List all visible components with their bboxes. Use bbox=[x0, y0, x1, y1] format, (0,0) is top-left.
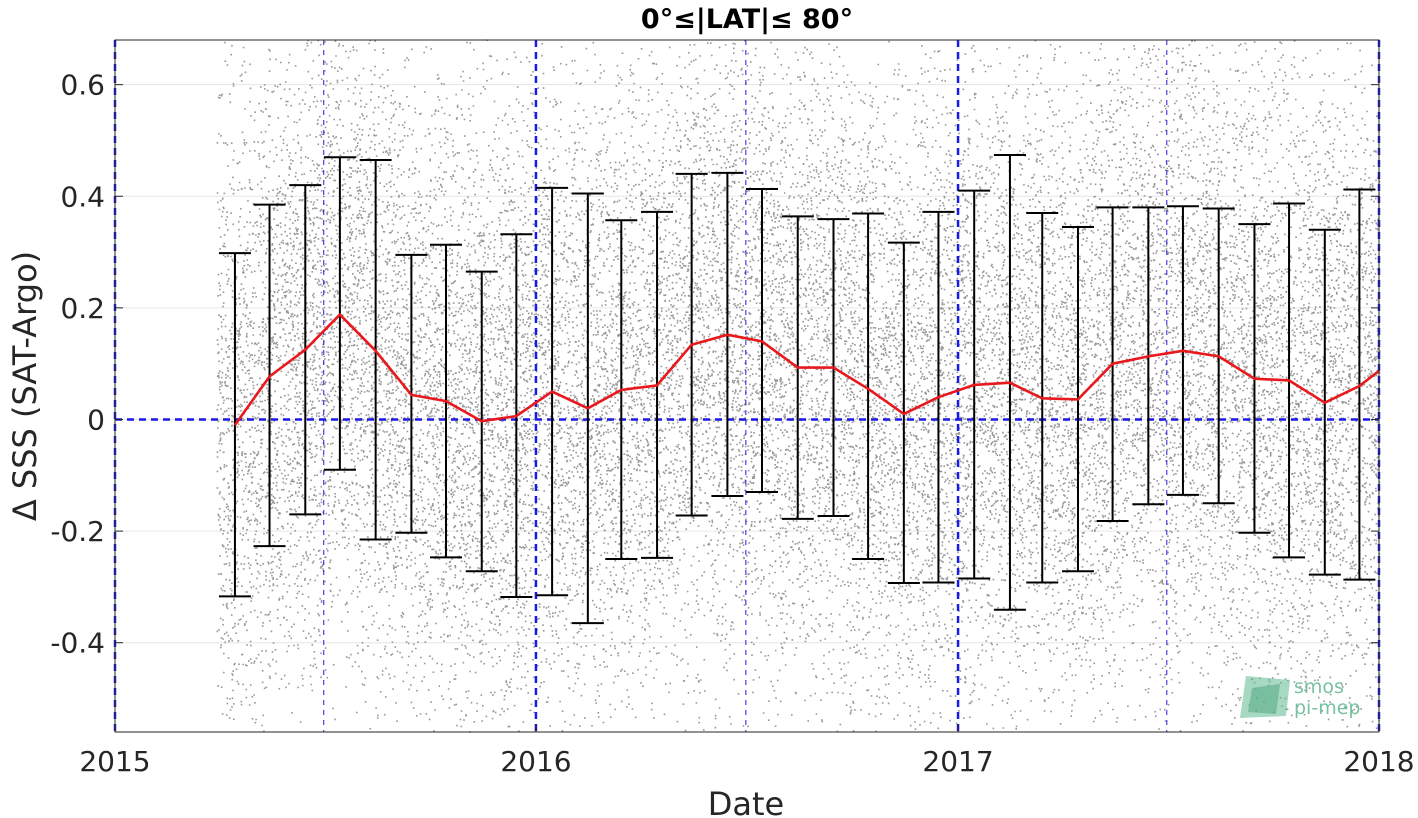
mean-line bbox=[233, 313, 1380, 426]
logo-text-line2: pi-mep bbox=[1294, 697, 1360, 719]
y-axis: 0.6 0.4 0.2 0 -0.2 -0.4 bbox=[50, 69, 1379, 660]
smos-pimep-logo: smos pi-mep bbox=[1240, 676, 1360, 719]
y-tick-label: 0.2 bbox=[60, 292, 105, 325]
x-tick-label: 2016 bbox=[500, 745, 571, 778]
x-axis-label: Date bbox=[708, 785, 784, 818]
y-tick-label: 0.4 bbox=[60, 180, 105, 213]
errorbar bbox=[852, 212, 885, 560]
scatter-points bbox=[216, 39, 1381, 733]
plot-area bbox=[115, 40, 1379, 732]
plot-frame bbox=[114, 39, 1380, 733]
mean-line-group bbox=[233, 313, 1380, 426]
grid bbox=[115, 84, 1379, 644]
logo-text-line1: smos bbox=[1294, 676, 1344, 698]
x-axis: 2015 2016 2017 2018 bbox=[79, 724, 1415, 778]
y-tick-label: 0.6 bbox=[60, 69, 105, 102]
x-tick-label: 2017 bbox=[922, 745, 993, 778]
y-tick-label: -0.2 bbox=[50, 515, 105, 548]
errorbars bbox=[218, 153, 1376, 625]
y-tick-label: 0 bbox=[87, 403, 105, 436]
x-tick-label: 2018 bbox=[1343, 745, 1414, 778]
logo-mark-shade bbox=[1248, 684, 1280, 714]
x-tick-label: 2015 bbox=[79, 745, 150, 778]
y-tick-label: -0.4 bbox=[50, 627, 105, 660]
y-axis-label: Δ SSS (SAT-Argo) bbox=[6, 251, 44, 521]
chart-title: 0°≤|LAT|≤ 80° bbox=[641, 4, 853, 35]
scatter-cloud bbox=[216, 39, 1381, 733]
